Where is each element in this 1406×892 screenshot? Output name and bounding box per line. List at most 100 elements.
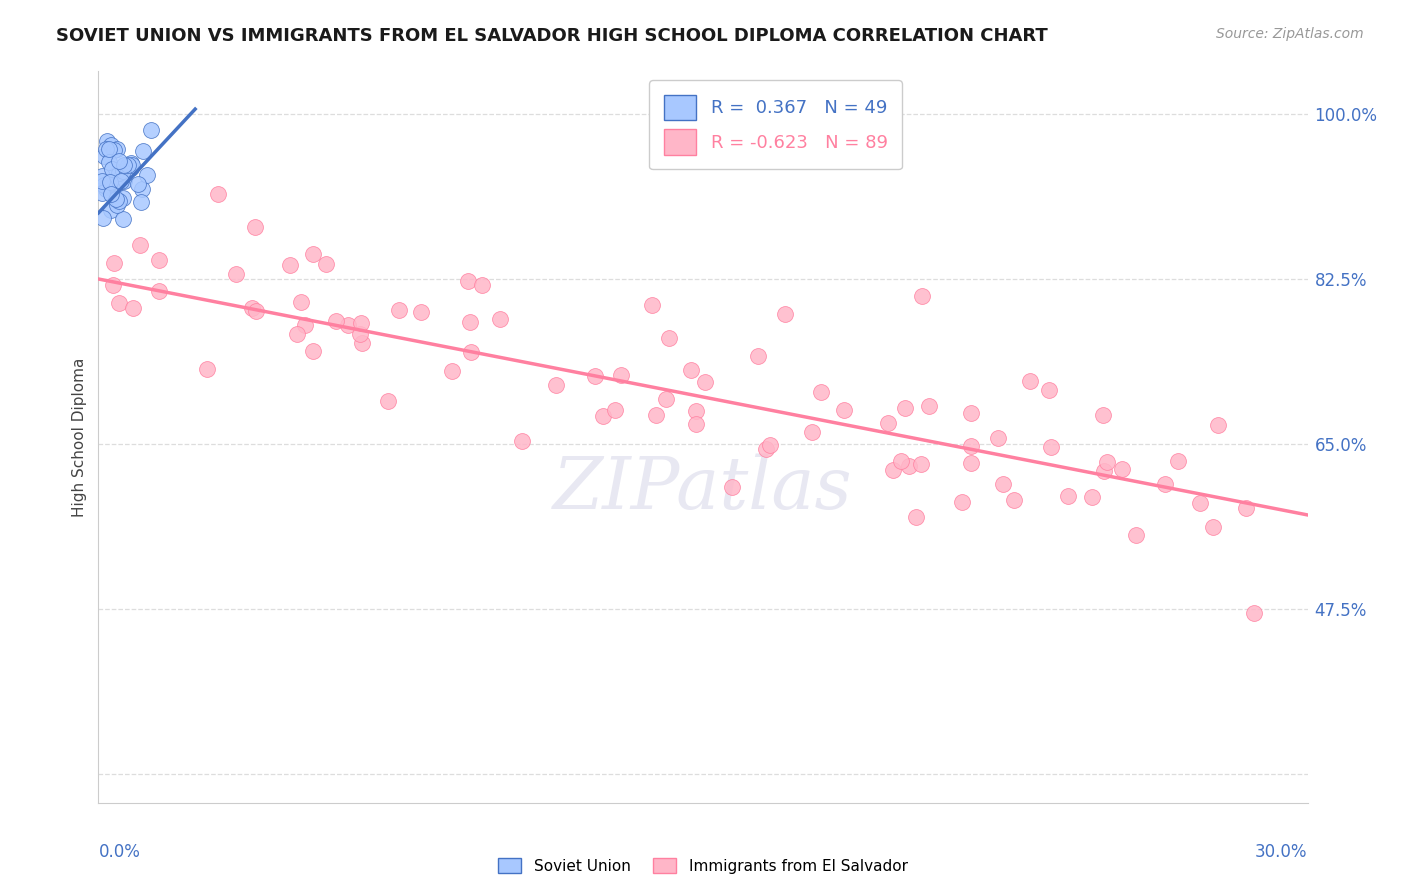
Point (120, 161, 142, 175)
Legend: Soviet Union, Immigrants from El Salvador: Soviet Union, Immigrants from El Salvado… (492, 852, 914, 880)
Point (93, 149, 115, 163)
Text: 0.0%: 0.0% (98, 843, 141, 861)
Point (658, 330, 681, 344)
Point (139, 123, 162, 137)
Point (108, 154, 131, 169)
Point (294, 318, 316, 332)
Point (918, 399, 941, 413)
Point (97, 179, 120, 194)
Point (1208, 417, 1230, 432)
Point (93, 178, 115, 192)
Point (97, 178, 120, 192)
Point (759, 438, 782, 452)
Point (100, 181, 122, 195)
Point (991, 477, 1014, 491)
Point (1057, 489, 1080, 503)
Point (1095, 455, 1118, 469)
Point (112, 163, 135, 178)
Point (94, 181, 117, 195)
Point (207, 186, 229, 201)
Point (1234, 501, 1257, 516)
Point (894, 401, 917, 416)
Point (325, 314, 347, 328)
Point (225, 267, 247, 281)
Point (103, 256, 125, 270)
Point (1018, 374, 1040, 388)
Point (1040, 440, 1063, 454)
Point (832, 403, 855, 417)
Point (315, 256, 337, 270)
Point (112, 158, 135, 172)
Point (98, 142, 121, 156)
Point (960, 457, 983, 471)
Legend: R =  0.367   N = 49, R = -0.623   N = 89: R = 0.367 N = 49, R = -0.623 N = 89 (650, 80, 903, 169)
Point (120, 156, 142, 170)
Point (107, 296, 129, 310)
Point (98, 175, 121, 189)
Point (117, 158, 139, 172)
Point (350, 317, 373, 331)
Point (90, 169, 112, 183)
Point (755, 442, 778, 456)
Point (644, 409, 666, 423)
Point (129, 195, 152, 210)
Point (285, 326, 308, 341)
Point (488, 312, 510, 326)
Y-axis label: High School Diploma: High School Diploma (72, 358, 87, 516)
Point (1002, 492, 1025, 507)
Point (148, 284, 170, 298)
Point (132, 144, 155, 158)
Point (352, 336, 374, 351)
Point (1092, 464, 1115, 478)
Point (148, 252, 170, 267)
Point (129, 237, 152, 252)
Point (685, 417, 707, 431)
Point (108, 194, 131, 209)
Point (100, 137, 122, 152)
Point (876, 417, 898, 431)
Point (910, 457, 932, 471)
Point (101, 277, 124, 292)
Point (105, 197, 128, 211)
Point (950, 495, 973, 509)
Point (377, 394, 399, 409)
Point (1038, 383, 1060, 397)
Point (1202, 520, 1225, 534)
Point (1153, 477, 1175, 491)
Point (1167, 454, 1189, 468)
Point (1091, 409, 1114, 423)
Text: SOVIET UNION VS IMMIGRANTS FROM EL SALVADOR HIGH SCHOOL DIPLOMA CORRELATION CHAR: SOVIET UNION VS IMMIGRANTS FROM EL SALVA… (56, 27, 1047, 45)
Point (100, 202, 122, 217)
Point (1111, 462, 1133, 476)
Point (349, 327, 371, 342)
Point (103, 176, 125, 190)
Point (105, 142, 128, 156)
Point (100, 161, 122, 176)
Point (103, 179, 125, 194)
Point (959, 439, 981, 453)
Point (460, 344, 482, 359)
Point (103, 143, 125, 157)
Point (240, 301, 263, 316)
Point (810, 384, 832, 399)
Point (610, 368, 633, 382)
Point (290, 295, 312, 310)
Point (136, 168, 159, 182)
Point (112, 174, 135, 188)
Point (245, 220, 267, 235)
Point (1125, 527, 1147, 541)
Point (603, 402, 626, 417)
Point (97, 154, 120, 169)
Point (897, 458, 920, 473)
Point (278, 258, 301, 272)
Point (1188, 496, 1211, 510)
Point (679, 363, 702, 377)
Point (800, 425, 823, 440)
Point (90, 186, 112, 201)
Point (245, 304, 267, 318)
Point (592, 409, 614, 424)
Point (111, 211, 134, 226)
Point (471, 277, 494, 292)
Point (1081, 490, 1104, 504)
Point (112, 191, 135, 205)
